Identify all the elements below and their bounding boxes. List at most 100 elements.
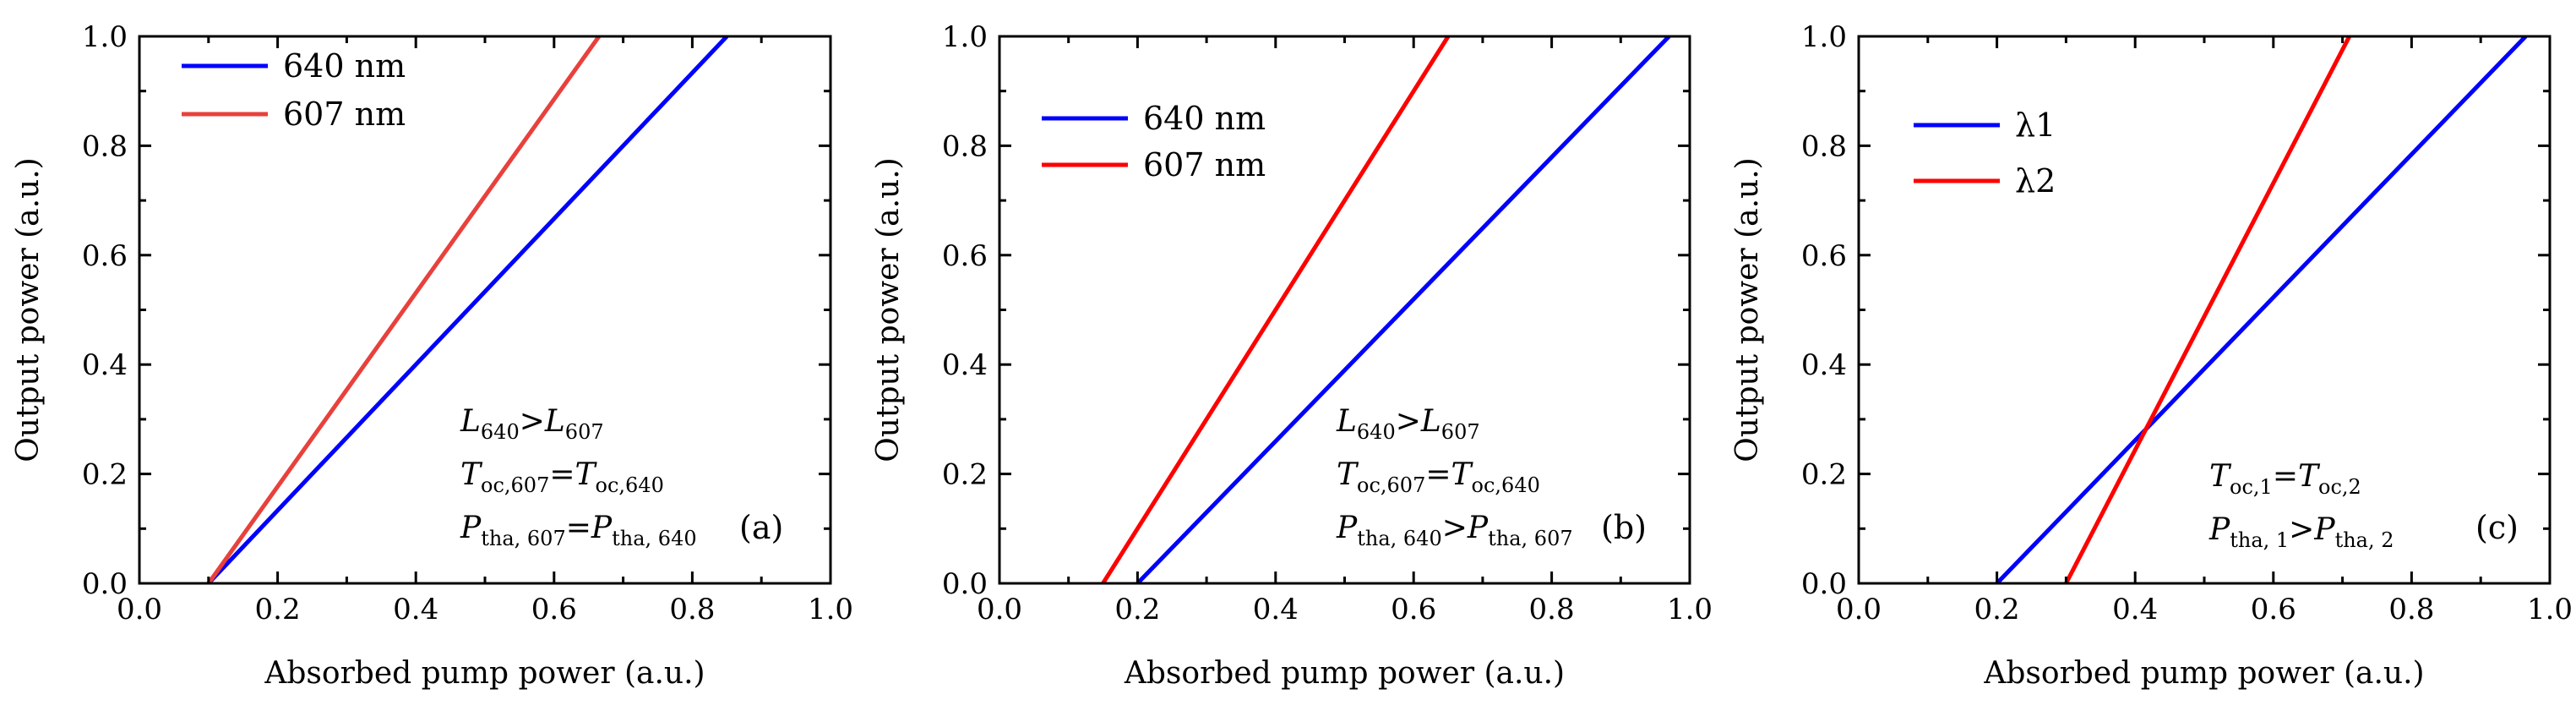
annotation-subscript: tha, 2 bbox=[2335, 528, 2394, 552]
y-tick-label: 0.8 bbox=[1801, 129, 1847, 163]
annotation-symbol: > bbox=[2289, 512, 2314, 547]
annotation-symbol: > bbox=[1396, 404, 1421, 439]
x-tick-label: 0.0 bbox=[117, 593, 162, 626]
series-line-1 bbox=[206, 36, 729, 583]
annotation-symbol: T bbox=[2209, 459, 2232, 494]
annotation-symbol: T bbox=[1451, 457, 1474, 492]
x-tick-label: 1.0 bbox=[808, 593, 853, 626]
x-tick-label: 0.4 bbox=[1253, 593, 1299, 626]
series-line-2 bbox=[206, 36, 602, 583]
series-line-2 bbox=[1101, 36, 1451, 583]
annotation-subscript: tha, 640 bbox=[1357, 527, 1441, 550]
x-tick-label: 0.4 bbox=[393, 593, 438, 626]
x-tick-label: 0.2 bbox=[1974, 593, 2020, 626]
annotation-subscript: 607 bbox=[565, 420, 604, 444]
annotation-line-3: Ptha, 640​>Ptha, 607​ bbox=[1336, 511, 1573, 550]
y-tick-label: 0.2 bbox=[942, 458, 988, 492]
x-tick-label: 0.2 bbox=[1114, 593, 1160, 626]
y-tick-label: 0.4 bbox=[82, 348, 128, 382]
legend-label-1: 640 nm bbox=[283, 47, 406, 85]
x-tick-label: 0.6 bbox=[531, 593, 577, 626]
annotation-subscript: oc,1 bbox=[2230, 475, 2273, 499]
y-tick-label: 0.4 bbox=[1801, 348, 1847, 382]
annotation-symbol: = bbox=[1425, 457, 1451, 492]
annotation-symbol: L bbox=[460, 404, 481, 439]
legend-label-2: 607 nm bbox=[1143, 146, 1266, 183]
annotation-subscript: tha, 607 bbox=[481, 527, 565, 550]
x-tick-label: 0.8 bbox=[2388, 593, 2434, 626]
chart-panel-a: 0.0 0.2 0.4 0.6 0.8 1.0 0.0 0.2 0.4 0.6 0.8 1.0 Abso… bbox=[11, 20, 853, 691]
annotation-symbol: T bbox=[1337, 457, 1359, 492]
y-tick-label: 0.0 bbox=[942, 567, 988, 601]
annotation-symbol: > bbox=[520, 404, 545, 439]
annotation-subscript: 640 bbox=[1357, 420, 1396, 444]
annotation-symbol: P bbox=[460, 511, 482, 545]
annotation-symbol: P bbox=[591, 511, 613, 545]
annotation-symbol: = bbox=[549, 457, 575, 492]
y-tick-label: 0.6 bbox=[1801, 239, 1847, 273]
y-tick-label: 0.8 bbox=[942, 129, 988, 163]
y-tick-label: 0.4 bbox=[942, 348, 988, 382]
annotation-subscript: tha, 1 bbox=[2230, 528, 2289, 552]
annotation-line-3: Ptha, 607​=Ptha, 640​ bbox=[460, 511, 697, 550]
y-axis-title: Output power (a.u.) bbox=[1730, 157, 1765, 462]
panel-label: (b) bbox=[1601, 509, 1647, 546]
annotation-line-1: L640​>L607​ bbox=[460, 404, 604, 444]
chart-panel-c: 0.0 0.2 0.4 0.6 0.8 1.0 0.0 0.2 0.4 0.6 0.8 1.0 Abso… bbox=[1730, 20, 2573, 691]
legend-label-1: λ1 bbox=[2015, 107, 2056, 144]
y-tick-label: 0.0 bbox=[82, 567, 128, 601]
x-axis-title: Absorbed pump power (a.u.) bbox=[1124, 656, 1565, 691]
x-tick-label: 0.8 bbox=[669, 593, 715, 626]
panel-label: (a) bbox=[739, 509, 783, 546]
annotation-symbol: P bbox=[1467, 511, 1489, 545]
annotation-symbol: P bbox=[2208, 512, 2230, 547]
annotation-subscript: oc,640 bbox=[596, 473, 664, 497]
x-tick-label: 0.0 bbox=[1836, 593, 1882, 626]
x-tick-label: 1.0 bbox=[2527, 593, 2573, 626]
annotation-symbol: = bbox=[566, 511, 591, 545]
y-tick-label: 0.8 bbox=[82, 129, 128, 163]
plot-frame bbox=[138, 35, 832, 585]
annotation-subscript: oc,607 bbox=[481, 473, 549, 497]
x-tick-label: 1.0 bbox=[1667, 593, 1713, 626]
x-tick-label: 0.6 bbox=[2251, 593, 2296, 626]
x-axis-title: Absorbed pump power (a.u.) bbox=[264, 656, 705, 691]
annotation-subscript: oc,640 bbox=[1472, 473, 1540, 497]
annotation-subscript: oc,607 bbox=[1357, 473, 1425, 497]
x-tick-label: 0.0 bbox=[977, 593, 1022, 626]
series-line-1 bbox=[1136, 36, 1671, 583]
annotation-subscript: 607 bbox=[1441, 420, 1480, 444]
annotation-symbol: = bbox=[2273, 459, 2298, 494]
annotation-line-2: Ptha, 1​>Ptha, 2​ bbox=[2208, 512, 2394, 552]
y-axis-title: Output power (a.u.) bbox=[871, 157, 906, 462]
y-tick-label: 0.6 bbox=[82, 239, 128, 273]
series-line-2 bbox=[2064, 36, 2352, 583]
legend-label-2: 607 nm bbox=[283, 96, 406, 133]
annotation-symbol: T bbox=[2298, 459, 2321, 494]
x-tick-label: 0.6 bbox=[1391, 593, 1436, 626]
annotation-symbol: L bbox=[1420, 404, 1441, 439]
annotation-line-1: L640​>L607​ bbox=[1336, 404, 1480, 444]
annotation-subscript: oc,2 bbox=[2318, 475, 2361, 499]
annotation-line-2: Toc,607​=Toc,640​ bbox=[460, 457, 664, 497]
annotation-symbol: > bbox=[1442, 511, 1468, 545]
legend-label-2: λ2 bbox=[2015, 162, 2056, 200]
y-tick-label: 1.0 bbox=[942, 20, 988, 54]
y-axis-title: Output power (a.u.) bbox=[11, 157, 46, 462]
y-tick-label: 0.2 bbox=[82, 458, 128, 492]
annotation-symbol: P bbox=[2313, 512, 2335, 547]
chart-panel-b: 0.0 0.2 0.4 0.6 0.8 1.0 0.0 0.2 0.4 0.6 0.8 1.0 Abso… bbox=[871, 20, 1713, 691]
x-tick-label: 0.4 bbox=[2112, 593, 2158, 626]
annotation-symbol: L bbox=[544, 404, 565, 439]
y-tick-label: 1.0 bbox=[82, 20, 128, 54]
x-tick-label: 0.2 bbox=[255, 593, 301, 626]
panel-label: (c) bbox=[2475, 509, 2519, 546]
annotation-line-2: Toc,607​=Toc,640​ bbox=[1337, 457, 1540, 497]
y-tick-label: 0.2 bbox=[1801, 458, 1847, 492]
annotation-line-1: Toc,1​=Toc,2​ bbox=[2209, 459, 2361, 499]
y-tick-label: 0.6 bbox=[942, 239, 988, 273]
annotation-symbol: L bbox=[1336, 404, 1357, 439]
y-tick-label: 0.0 bbox=[1801, 567, 1847, 601]
annotation-subscript: tha, 640 bbox=[612, 527, 696, 550]
